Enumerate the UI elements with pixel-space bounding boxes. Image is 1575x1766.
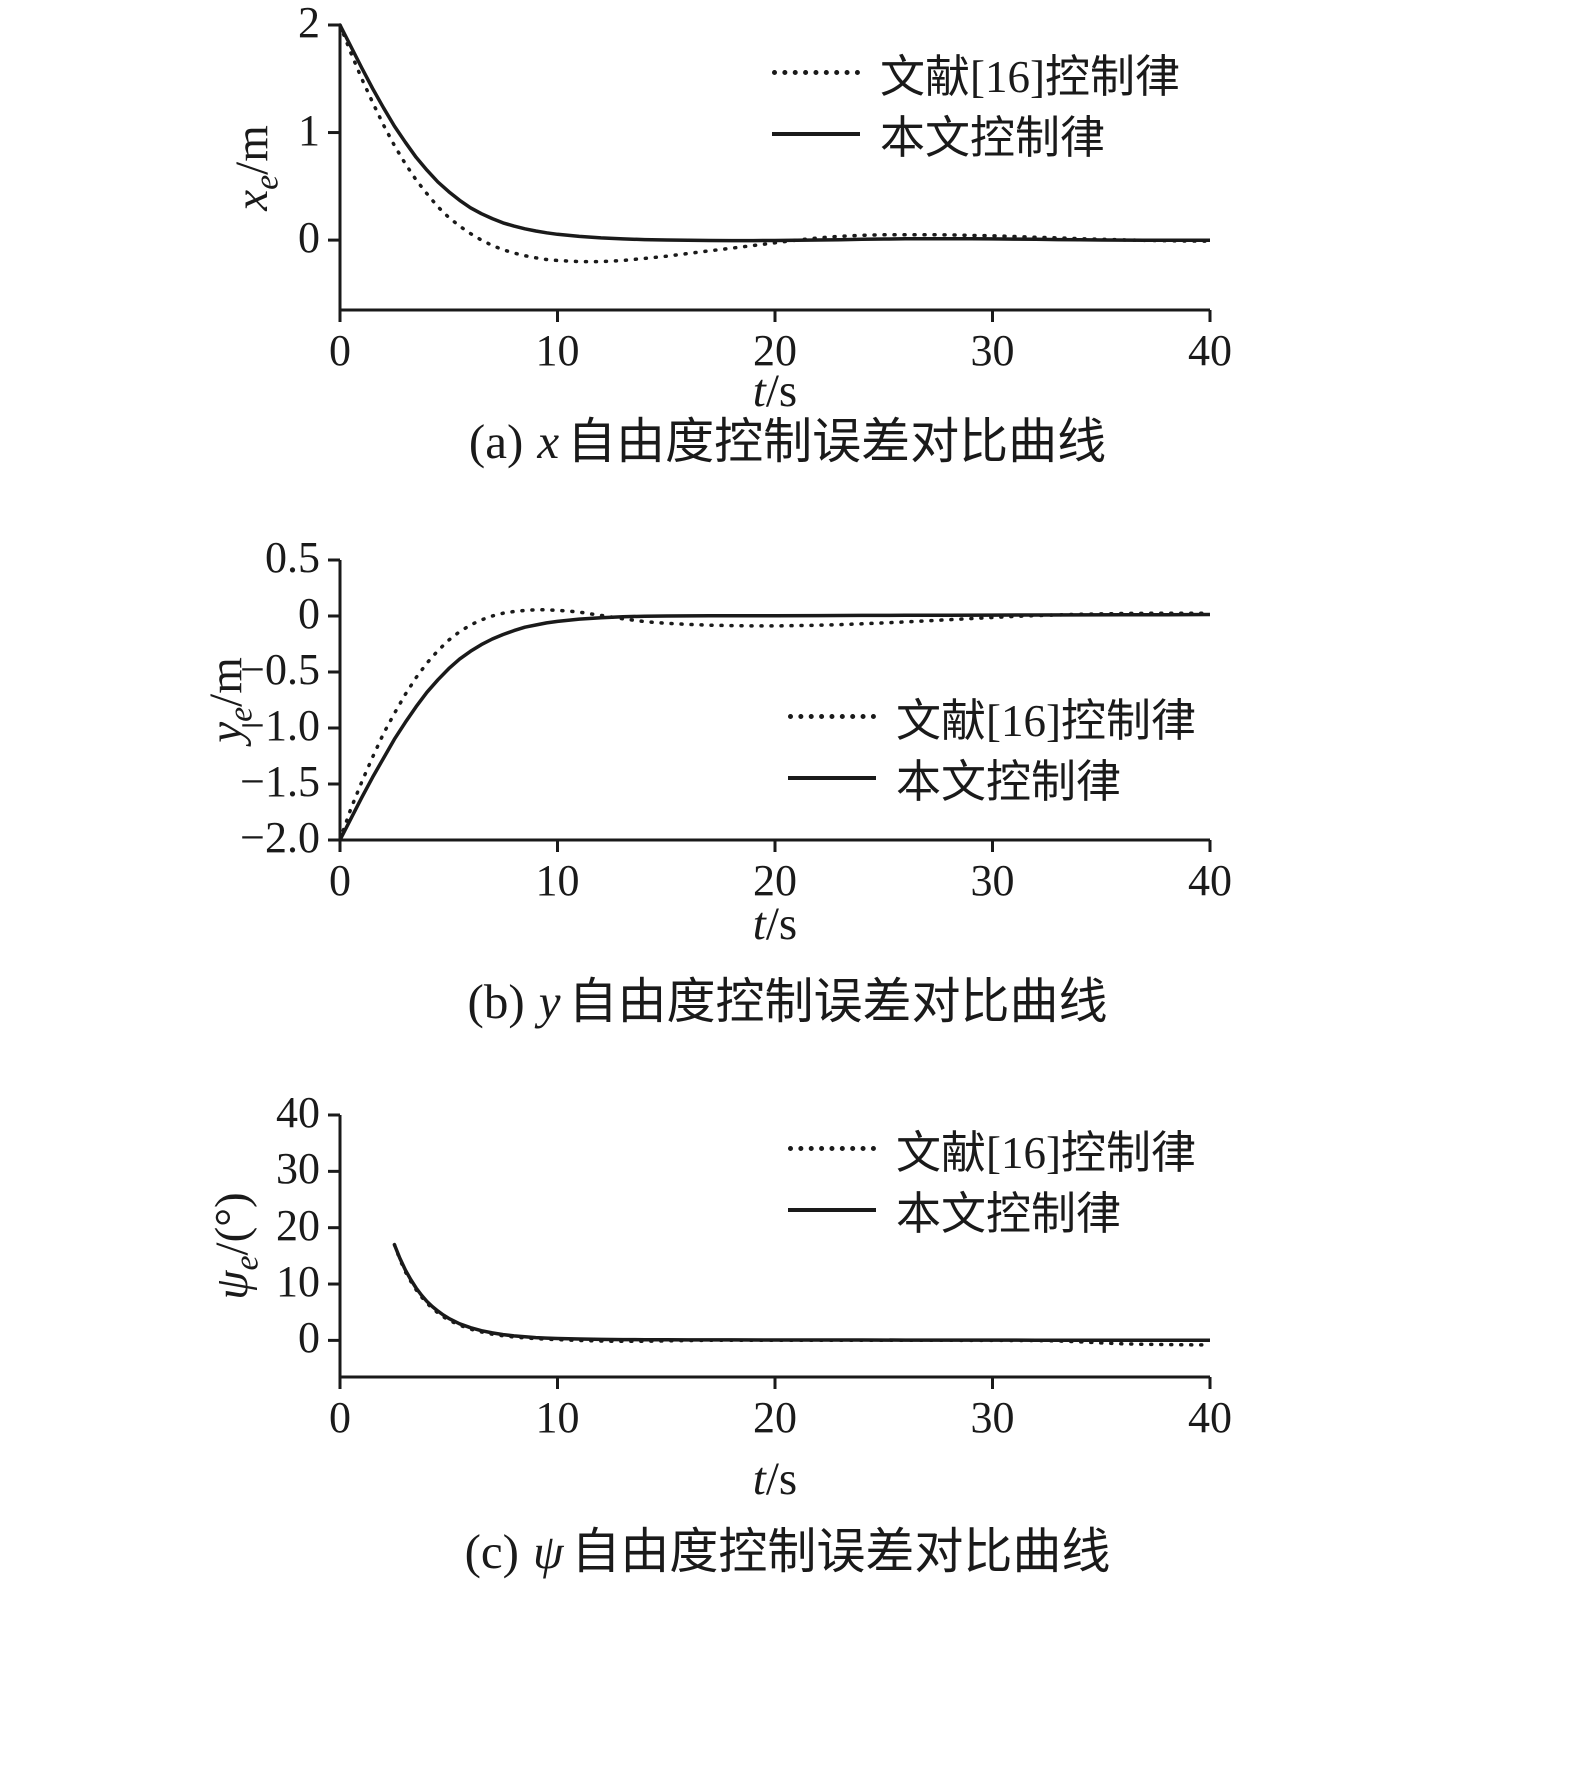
tick-label: 0.5 bbox=[265, 533, 320, 582]
legend-label-dotted: 文献[16]控制律 bbox=[880, 52, 1180, 102]
solid-line-sample-icon bbox=[772, 131, 860, 136]
chart-b-caption: (b) y 自由度控制误差对比曲线 bbox=[0, 962, 1575, 1033]
legend-row-dotted: 文献[16]控制律 bbox=[788, 688, 1196, 746]
caption-text: 自由度控制误差对比曲线 bbox=[571, 1524, 1111, 1579]
tick-label: 0 bbox=[298, 213, 320, 263]
tick-label: 10 bbox=[535, 326, 580, 375]
chart-c-x-axis-label: t/s bbox=[753, 1452, 797, 1506]
legend-row-dotted: 文献[16]控制律 bbox=[772, 44, 1180, 102]
tick-label: 10 bbox=[535, 856, 580, 905]
tick-label: 1 bbox=[298, 105, 320, 155]
tick-label: 10 bbox=[535, 1393, 580, 1442]
tick-label: 0 bbox=[298, 589, 320, 638]
series-solid-line bbox=[392, 1243, 1210, 1342]
tick-label: 20 bbox=[753, 856, 797, 905]
tick-label: −1.5 bbox=[240, 757, 320, 806]
legend-label-solid: 本文控制律 bbox=[880, 113, 1106, 163]
tick-label: 30 bbox=[276, 1144, 320, 1194]
legend-label-dotted: 文献[16]控制律 bbox=[896, 1128, 1196, 1178]
y-axis-unit: /m bbox=[200, 657, 252, 707]
legend-label-solid: 本文控制律 bbox=[896, 1189, 1122, 1239]
x-axis-variable: t bbox=[752, 365, 766, 417]
tick-label: 0 bbox=[329, 1393, 351, 1442]
tick-label: 20 bbox=[753, 1393, 797, 1442]
tick-label: 40 bbox=[276, 1088, 320, 1137]
tick-label: 40 bbox=[1188, 1393, 1232, 1442]
legend-row-dotted: 文献[16]控制律 bbox=[788, 1120, 1196, 1178]
solid-line-sample-icon bbox=[788, 1207, 876, 1212]
tick-label: −1.0 bbox=[240, 701, 320, 750]
caption-prefix: (b) bbox=[467, 974, 525, 1029]
y-axis-variable: ψ bbox=[206, 1270, 258, 1300]
series-dotted-line bbox=[392, 1242, 1212, 1347]
caption-text: 自由度控制误差对比曲线 bbox=[568, 974, 1108, 1029]
legend-label-solid: 本文控制律 bbox=[896, 757, 1122, 807]
legend-row-solid: 本文控制律 bbox=[772, 105, 1180, 163]
x-axis-variable: t bbox=[752, 898, 766, 950]
y-axis-unit: /m bbox=[226, 125, 278, 175]
chart-c-legend: 文献[16]控制律 本文控制律 bbox=[788, 1120, 1196, 1239]
tick-label: 30 bbox=[970, 856, 1015, 905]
y-axis-subscript: e bbox=[228, 1255, 266, 1271]
tick-label: 2 bbox=[298, 0, 320, 47]
x-axis-unit: /s bbox=[765, 898, 798, 950]
caption-variable: y bbox=[538, 974, 561, 1029]
solid-line-sample-icon bbox=[788, 775, 876, 780]
y-axis-unit: /(°) bbox=[206, 1192, 258, 1256]
tick-label: 0 bbox=[329, 856, 351, 905]
dotted-line-sample-icon bbox=[772, 70, 860, 75]
tick-label: −0.5 bbox=[240, 645, 320, 694]
tick-label: 0 bbox=[329, 326, 351, 375]
tick-label: 40 bbox=[1188, 856, 1232, 905]
chart-c-caption: (c) ψ 自由度控制误差对比曲线 bbox=[0, 1512, 1575, 1583]
chart-c-y-axis-label: ψe/(°) bbox=[205, 1192, 265, 1300]
caption-text: 自由度控制误差对比曲线 bbox=[567, 414, 1107, 469]
series-solid-line bbox=[338, 612, 1211, 841]
y-axis-subscript: e bbox=[222, 706, 260, 722]
tick-label: 30 bbox=[970, 326, 1015, 375]
tick-label: 20 bbox=[753, 326, 797, 375]
chart-a-caption: (a) x 自由度控制误差对比曲线 bbox=[0, 402, 1575, 473]
chart-b-x-axis-label: t/s bbox=[753, 897, 797, 951]
tick-label: −2.0 bbox=[240, 813, 320, 862]
tick-label: 10 bbox=[276, 1257, 320, 1307]
legend-label-dotted: 文献[16]控制律 bbox=[896, 696, 1196, 746]
series-solid-line bbox=[338, 24, 1210, 243]
chart-b-y-axis-label: ye/m bbox=[199, 657, 259, 743]
tick-label: 20 bbox=[276, 1200, 320, 1250]
y-axis-subscript: e bbox=[248, 174, 286, 190]
tick-label: 40 bbox=[1188, 326, 1232, 375]
caption-variable: ψ bbox=[532, 1524, 564, 1579]
series-dotted-line bbox=[338, 23, 1212, 264]
tick-label: 0 bbox=[298, 1313, 320, 1363]
y-axis-variable: x bbox=[226, 189, 278, 211]
chart-b-legend: 文献[16]控制律 本文控制律 bbox=[788, 688, 1196, 807]
dotted-line-sample-icon bbox=[788, 714, 876, 719]
series-dotted-line bbox=[338, 608, 1212, 842]
chart-a-x-axis-label: t/s bbox=[753, 364, 797, 418]
caption-prefix: (c) bbox=[464, 1524, 519, 1579]
chart-a-legend: 文献[16]控制律 本文控制律 bbox=[772, 44, 1180, 163]
chart-a-y-axis-label: xe/m bbox=[225, 125, 285, 211]
x-axis-variable: t bbox=[752, 1453, 766, 1505]
legend-row-solid: 本文控制律 bbox=[788, 749, 1196, 807]
y-axis-variable: y bbox=[200, 721, 252, 743]
dotted-line-sample-icon bbox=[788, 1146, 876, 1151]
x-axis-unit: /s bbox=[765, 1453, 798, 1505]
x-axis-unit: /s bbox=[765, 365, 798, 417]
caption-prefix: (a) bbox=[468, 414, 524, 469]
caption-variable: x bbox=[537, 414, 560, 469]
tick-label: 30 bbox=[970, 1393, 1015, 1442]
legend-row-solid: 本文控制律 bbox=[788, 1181, 1196, 1239]
